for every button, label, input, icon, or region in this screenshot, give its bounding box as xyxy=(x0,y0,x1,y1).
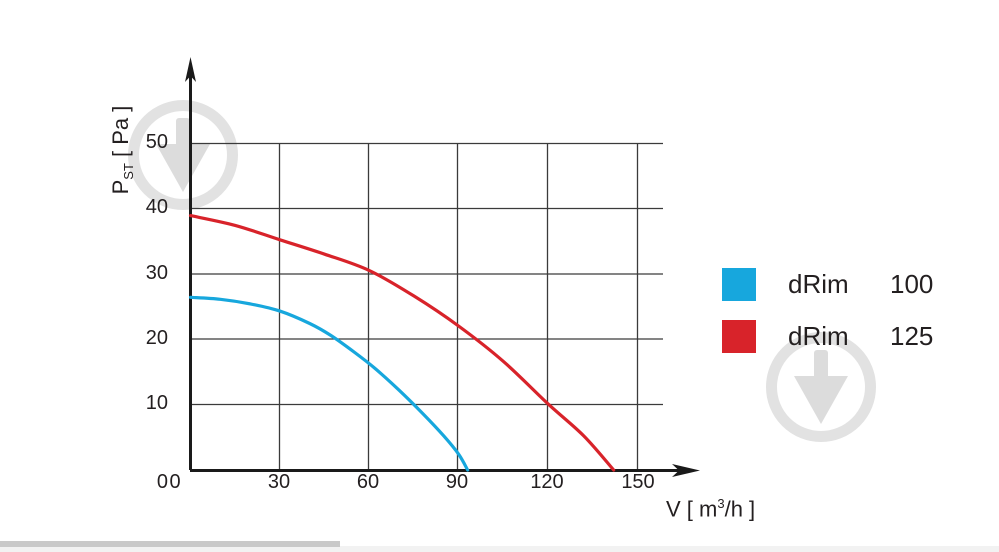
y-tick-label-50: 50 xyxy=(145,131,168,153)
x-axis-label-base: V [ m xyxy=(666,496,718,522)
series-curves xyxy=(188,213,616,472)
y-axis-label-sub: ST xyxy=(121,163,137,180)
y-tick-label-10: 10 xyxy=(145,392,168,414)
legend-label-drim-100: dRim xyxy=(788,268,849,299)
curve-drim-100 xyxy=(188,295,470,472)
horizontal-scrollbar-thumb[interactable] xyxy=(0,541,340,547)
grid-vertical xyxy=(278,143,639,470)
y-axis xyxy=(185,57,196,470)
x-axis-label-tail: /h ] xyxy=(724,496,756,522)
horizontal-scrollbar-track[interactable] xyxy=(0,546,999,552)
x-axis-label-sup: 3 xyxy=(717,496,725,511)
curve-drim-125 xyxy=(188,213,616,472)
y-axis-label: PST [ Pa ] xyxy=(104,90,140,210)
y-tick-label-20: 20 xyxy=(145,327,168,349)
x-tick-label-30: 30 xyxy=(267,471,291,493)
legend-swatch-drim-100 xyxy=(722,267,756,301)
legend-swatch-drim-125 xyxy=(722,319,756,353)
x-tick-label-60: 60 xyxy=(356,471,380,493)
legend-value-drim-125: 125 xyxy=(890,320,934,351)
grid-horizontal xyxy=(190,142,663,406)
y-tick-label-30: 30 xyxy=(145,262,168,284)
y-axis-label-base: P xyxy=(107,179,133,195)
legend-label-drim-125: dRim xyxy=(788,320,849,351)
chart-legend: dRim 100 dRim 125 xyxy=(722,258,933,362)
x-axis xyxy=(190,464,700,477)
x-tick-label-150: 150 xyxy=(621,471,655,493)
y-axis-label-tail: [ Pa ] xyxy=(107,105,133,164)
legend-item-drim-100[interactable]: dRim 100 xyxy=(722,258,933,310)
legend-value-drim-100: 100 xyxy=(890,268,934,299)
x-tick-label-90: 90 xyxy=(445,471,469,493)
y-tick-label-40: 40 xyxy=(145,196,168,218)
y-tick-label-0: 0 xyxy=(156,471,168,493)
x-tick-label-120: 120 xyxy=(530,471,564,493)
x-tick-label-0: 0 xyxy=(169,471,181,493)
x-axis-label: V [ m3/h ] xyxy=(666,496,755,522)
legend-item-drim-125[interactable]: dRim 125 xyxy=(722,310,933,362)
